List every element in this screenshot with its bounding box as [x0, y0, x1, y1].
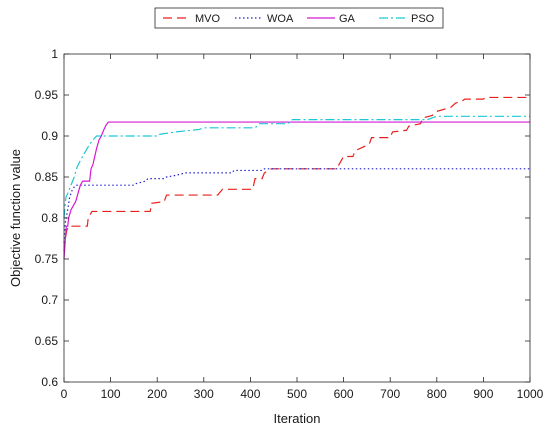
x-tick-label: 400	[240, 387, 260, 401]
y-tick-label: 0.95	[35, 88, 59, 102]
legend-label-ga: GA	[339, 13, 356, 25]
y-tick-label: 0.6	[41, 375, 58, 389]
y-tick-label: 0.7	[41, 293, 58, 307]
x-tick-label: 200	[147, 387, 167, 401]
x-tick-label: 800	[427, 387, 447, 401]
series-line-mvo	[63, 96, 530, 251]
plot-area	[64, 54, 530, 382]
y-tick-label: 1	[51, 47, 58, 61]
y-tick-label: 0.8	[41, 211, 58, 225]
plot-background	[64, 54, 530, 382]
x-tick-label: 300	[194, 387, 214, 401]
x-tick-label: 700	[380, 387, 400, 401]
legend-label-woa: WOA	[267, 13, 294, 25]
x-tick-label: 500	[287, 387, 307, 401]
legend-label-pso: PSO	[411, 13, 435, 25]
x-tick-label: 0	[61, 387, 68, 401]
x-axis-label: Iteration	[274, 411, 321, 426]
x-tick-label: 600	[334, 387, 354, 401]
y-axis-label: Objective function value	[8, 149, 23, 287]
x-tick-label: 100	[101, 387, 121, 401]
y-tick-label: 0.9	[41, 129, 58, 143]
legend-box	[154, 7, 444, 29]
y-tick-label: 0.75	[35, 252, 59, 266]
legend-label-mvo: MVO	[195, 13, 221, 25]
x-tick-label: 900	[473, 387, 493, 401]
x-tick-label: 1000	[517, 387, 544, 401]
series-line-pso	[63, 115, 530, 219]
y-tick-label: 0.85	[35, 170, 59, 184]
series-layer	[63, 96, 530, 260]
series-line-ga	[63, 121, 530, 260]
legend: MVO WOA GA PSO	[154, 7, 444, 29]
y-tick-label: 0.65	[35, 334, 59, 348]
axes-layer: 0 100 200 300 400 500 600 700 800 900 1000 0.6 0.65 0…	[35, 47, 544, 401]
